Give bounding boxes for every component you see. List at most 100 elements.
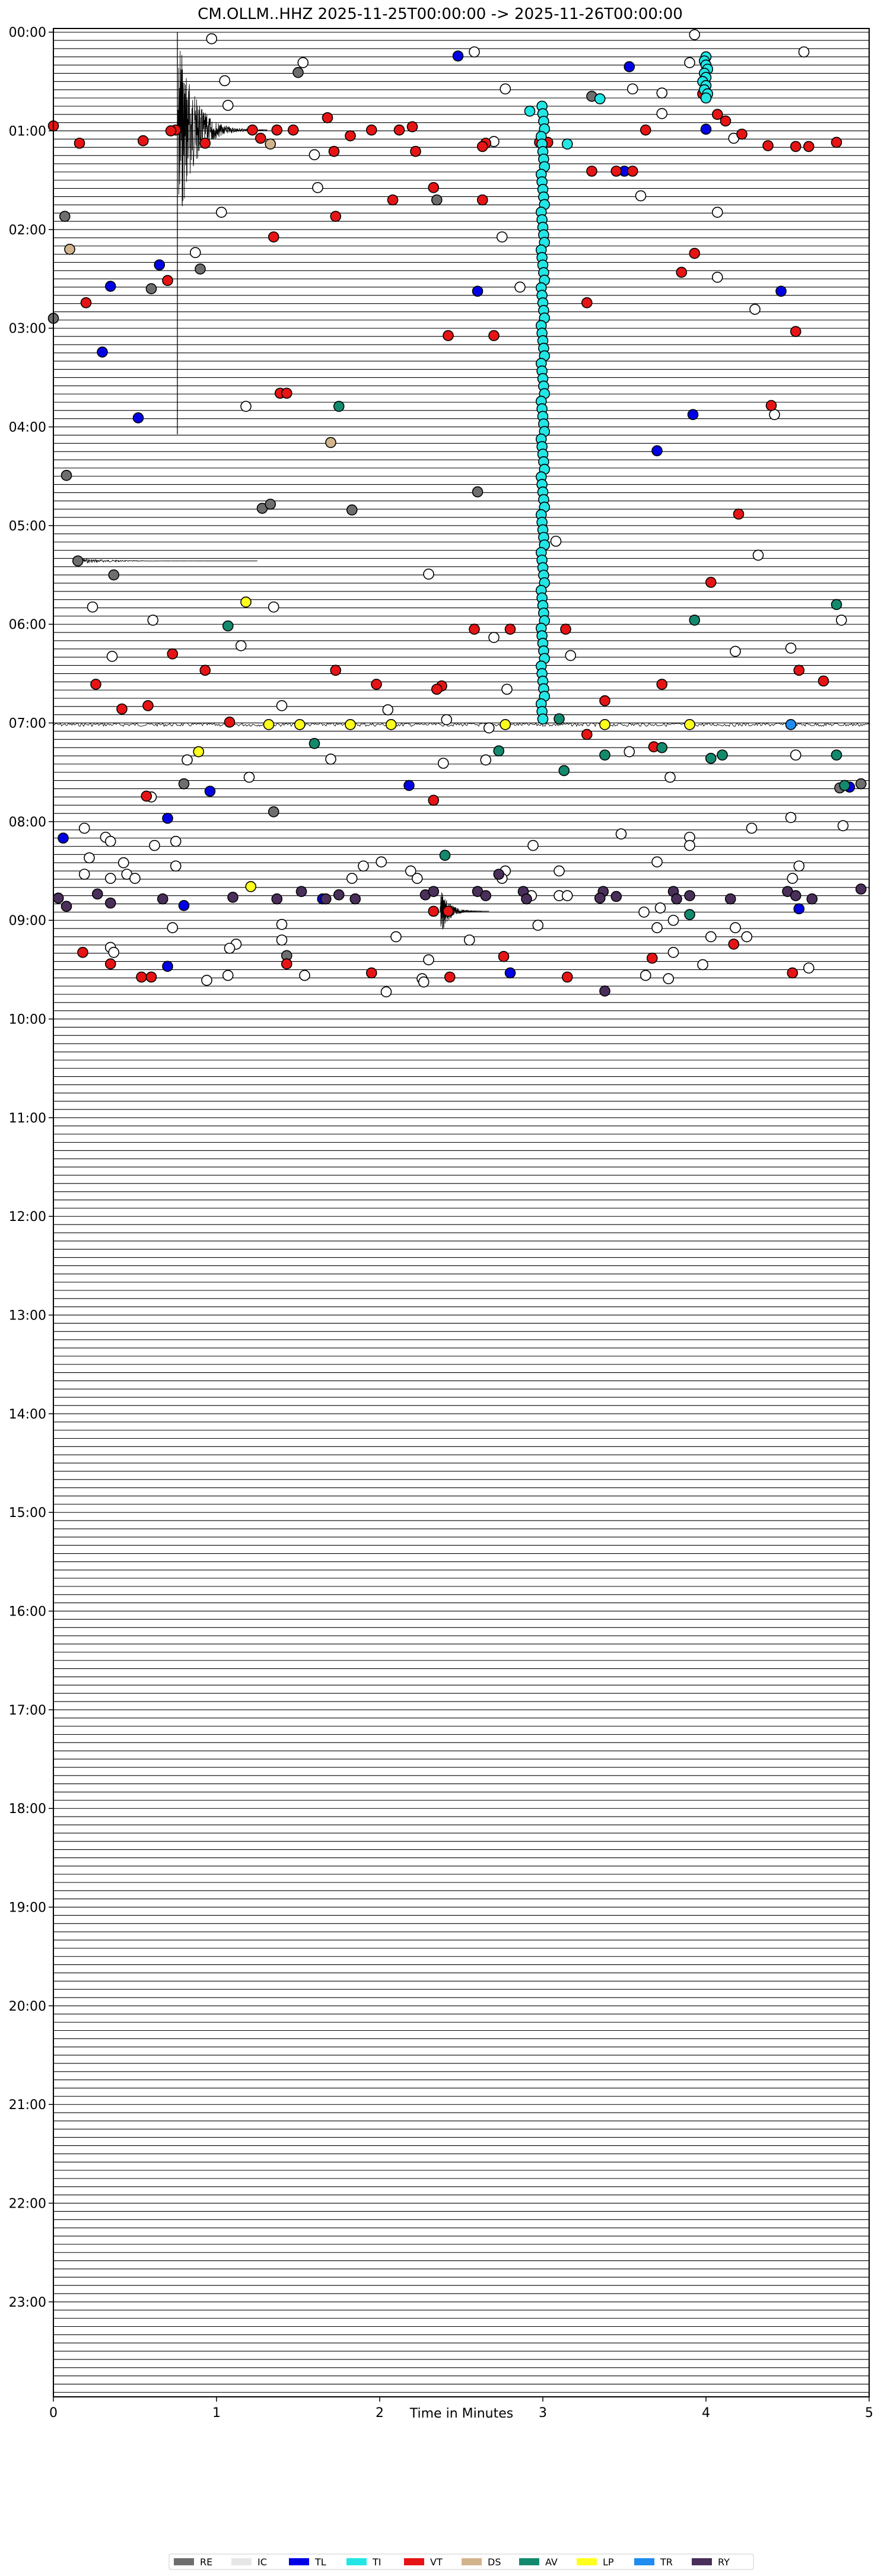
event-marker-tl xyxy=(162,961,173,972)
event-marker-tl xyxy=(132,412,144,424)
event-marker-white xyxy=(635,190,647,202)
event-marker-white xyxy=(78,869,90,880)
event-marker-white xyxy=(170,860,182,872)
event-marker-white xyxy=(423,568,434,580)
event-marker-tl xyxy=(687,409,699,421)
event-marker-white xyxy=(78,822,90,834)
event-marker-white xyxy=(684,57,695,68)
event-marker-white xyxy=(149,839,160,851)
event-marker-re xyxy=(265,498,276,510)
event-marker-vt xyxy=(387,194,399,206)
event-marker-re xyxy=(145,283,157,295)
event-marker-lp xyxy=(294,719,306,730)
y-tick-label: 22:00 xyxy=(9,2197,46,2212)
event-marker-vt xyxy=(145,971,157,983)
event-marker-ry xyxy=(855,883,867,895)
event-marker-white xyxy=(215,206,227,218)
event-marker-ry xyxy=(320,893,332,905)
event-marker-white xyxy=(308,149,320,161)
y-tick-label: 09:00 xyxy=(9,914,46,928)
event-marker-re xyxy=(61,470,72,481)
event-marker-white xyxy=(488,632,500,643)
event-marker-av xyxy=(656,742,668,753)
event-marker-white xyxy=(554,865,565,877)
event-marker-vt xyxy=(581,297,593,309)
event-marker-ry xyxy=(295,886,307,898)
event-marker-white xyxy=(624,746,635,758)
y-tick-label: 23:00 xyxy=(9,2295,46,2310)
event-marker-white xyxy=(104,835,116,847)
event-marker-vt xyxy=(322,112,333,123)
event-marker-ry xyxy=(428,886,440,898)
event-marker-vt xyxy=(790,326,802,338)
event-marker-ry xyxy=(480,890,492,901)
event-marker-white xyxy=(651,922,663,934)
event-marker-vt xyxy=(560,624,571,635)
event-marker-white xyxy=(837,820,849,832)
event-marker-av xyxy=(831,749,842,761)
event-marker-tl xyxy=(162,813,173,824)
event-marker-white xyxy=(785,812,797,823)
event-marker-ry xyxy=(521,893,532,905)
y-tick-label: 16:00 xyxy=(9,1605,46,1620)
event-marker-white xyxy=(790,749,802,761)
x-tick-label: 5 xyxy=(865,2406,873,2421)
event-marker-white xyxy=(219,75,231,87)
event-marker-white xyxy=(514,281,526,293)
y-tick-label: 12:00 xyxy=(9,1210,46,1225)
event-marker-tl xyxy=(624,61,635,72)
event-marker-ry xyxy=(671,893,682,905)
waveform-burst xyxy=(53,722,870,727)
event-marker-white xyxy=(222,969,234,981)
event-marker-vt xyxy=(330,211,342,222)
event-marker-vt xyxy=(476,141,488,152)
event-marker-white xyxy=(654,902,666,914)
event-marker-vt xyxy=(287,124,299,136)
event-marker-white xyxy=(656,87,668,99)
event-marker-ti xyxy=(594,93,606,104)
event-marker-white xyxy=(561,890,573,901)
event-marker-white xyxy=(441,714,453,726)
legend-swatch xyxy=(462,2558,482,2565)
event-marker-white xyxy=(243,771,255,783)
event-marker-vt xyxy=(365,967,377,979)
event-marker-vt xyxy=(640,124,651,136)
event-marker-white xyxy=(382,704,394,715)
event-marker-ti xyxy=(700,92,712,104)
event-marker-vt xyxy=(765,400,777,411)
event-marker-white xyxy=(376,856,387,868)
event-marker-vt xyxy=(787,967,799,979)
event-marker-ry xyxy=(806,893,818,905)
event-marker-white xyxy=(684,839,695,851)
event-marker-ry xyxy=(790,890,802,901)
event-marker-ry xyxy=(594,892,606,904)
event-marker-white xyxy=(312,182,323,193)
y-tick-label: 15:00 xyxy=(9,1506,46,1521)
y-tick-label: 18:00 xyxy=(9,1802,46,1817)
event-marker-white xyxy=(664,771,676,783)
y-tick-label: 03:00 xyxy=(9,322,46,336)
event-marker-ry xyxy=(227,892,238,903)
legend-label: IC xyxy=(257,2556,267,2568)
legend-label: RY xyxy=(718,2556,730,2568)
event-marker-ti xyxy=(524,106,536,117)
event-marker-vt xyxy=(469,624,480,635)
event-marker-vt xyxy=(431,683,443,695)
legend-swatch xyxy=(174,2558,194,2565)
event-marker-vt xyxy=(328,145,340,157)
event-marker-tl xyxy=(700,123,712,135)
chart-title: CM.OLLM..HHZ 2025-11-25T00:00:00 -> 2025… xyxy=(198,5,683,23)
event-marker-re xyxy=(292,66,304,78)
event-marker-vt xyxy=(444,971,456,983)
event-marker-white xyxy=(793,860,805,872)
x-axis-label: Time in Minutes xyxy=(409,2406,514,2421)
event-marker-white xyxy=(638,907,650,918)
event-marker-white xyxy=(752,549,764,561)
event-marker-av xyxy=(554,713,565,724)
event-marker-white xyxy=(104,873,116,884)
event-marker-vt xyxy=(142,700,154,711)
event-marker-vt xyxy=(406,121,418,132)
event-marker-white xyxy=(483,722,495,734)
event-marker-vt xyxy=(720,115,731,127)
